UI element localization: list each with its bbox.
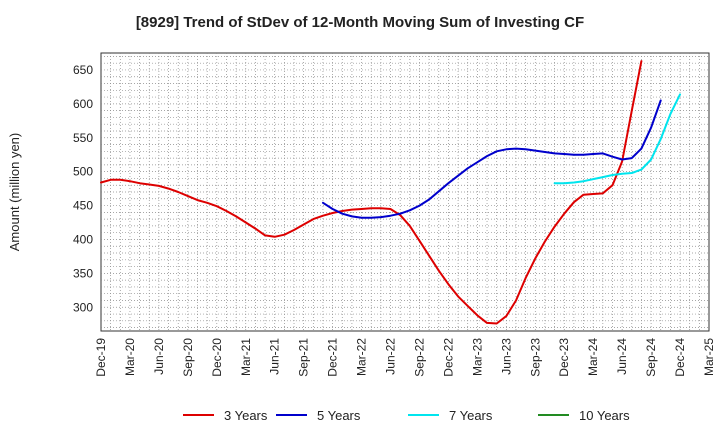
x-tick-label: Sep-21 (297, 338, 311, 377)
y-tick-label: 300 (73, 300, 93, 314)
legend-label-3-years: 3 Years (224, 408, 268, 423)
x-tick-label: Mar-23 (470, 338, 484, 376)
legend-label-10-years: 10 Years (579, 408, 630, 423)
x-tick-label: Dec-21 (326, 338, 340, 377)
x-tick-label: Mar-24 (586, 338, 600, 376)
x-tick-label: Jun-24 (615, 338, 629, 375)
y-tick-label: 550 (73, 131, 93, 145)
y-tick-label: 500 (73, 165, 93, 179)
y-tick-label: 400 (73, 232, 93, 246)
x-tick-label: Jun-20 (152, 338, 166, 375)
y-tick-label: 600 (73, 97, 93, 111)
x-tick-label: Dec-24 (673, 338, 687, 377)
y-tick-label: 650 (73, 63, 93, 77)
legend-label-7-years: 7 Years (449, 408, 493, 423)
x-tick-label: Mar-20 (123, 338, 137, 376)
x-tick-label: Dec-23 (557, 338, 571, 377)
legend-label-5-years: 5 Years (317, 408, 361, 423)
y-tick-label: 350 (73, 266, 93, 280)
x-tick-label: Sep-23 (528, 338, 542, 377)
series-line-5-years (322, 99, 662, 219)
x-tick-label: Jun-22 (384, 338, 398, 375)
chart-title: [8929] Trend of StDev of 12-Month Moving… (135, 14, 585, 31)
y-tick-label: 450 (73, 199, 93, 213)
x-tick-label: Jun-23 (499, 338, 513, 375)
x-tick-label: Sep-24 (644, 338, 658, 377)
x-tick-label: Dec-22 (441, 338, 455, 377)
series-line-7-years (553, 93, 681, 185)
legend: 3 Years 5 Years 7 Years 10 Years (183, 408, 630, 423)
x-tick-label: Mar-22 (355, 338, 369, 376)
series-line-3-years (100, 60, 643, 325)
y-axis-ticks: 300 350 400 450 500 550 600 650 (73, 63, 93, 314)
grid (101, 53, 709, 331)
x-tick-label: Mar-25 (702, 338, 716, 376)
y-axis-label: Amount (million yen) (7, 133, 22, 252)
series-lines (100, 60, 681, 325)
x-tick-label: Sep-22 (412, 338, 426, 377)
x-tick-label: Mar-21 (239, 338, 253, 376)
x-axis-ticks: Dec-19 Mar-20 Jun-20 Sep-20 Dec-20 Mar-21 Jun-… (94, 338, 716, 377)
x-tick-label: Dec-19 (94, 338, 108, 377)
x-tick-label: Sep-20 (181, 338, 195, 377)
x-tick-label: Jun-21 (268, 338, 282, 375)
x-tick-label: Dec-20 (210, 338, 224, 377)
